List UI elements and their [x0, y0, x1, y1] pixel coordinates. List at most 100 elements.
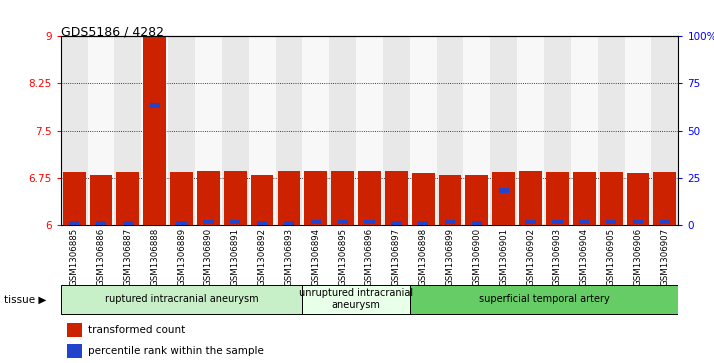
Bar [526, 220, 536, 224]
Bar [498, 188, 509, 193]
Text: GSM1306900: GSM1306900 [473, 228, 481, 286]
Bar [69, 221, 79, 225]
Bar [67, 344, 82, 358]
Text: superficial temporal artery: superficial temporal artery [478, 294, 610, 304]
FancyBboxPatch shape [302, 285, 410, 314]
Bar [472, 221, 482, 225]
Bar [544, 36, 571, 225]
Bar [141, 36, 168, 225]
Bar [573, 172, 595, 225]
Bar [625, 36, 651, 225]
Text: GSM1306888: GSM1306888 [150, 228, 159, 286]
Bar [356, 36, 383, 225]
Bar [96, 221, 106, 225]
Text: transformed count: transformed count [89, 325, 186, 335]
Bar [463, 36, 491, 225]
Bar [519, 171, 542, 225]
Bar [203, 220, 213, 224]
Text: GSM1306901: GSM1306901 [499, 228, 508, 286]
Bar [331, 171, 354, 225]
Bar [660, 220, 670, 224]
Bar [445, 220, 456, 224]
Bar [283, 221, 294, 225]
Bar [195, 36, 222, 225]
Bar [412, 174, 435, 225]
Text: GSM1306895: GSM1306895 [338, 228, 347, 286]
Text: GDS5186 / 4282: GDS5186 / 4282 [61, 25, 164, 38]
Text: unruptured intracranial
aneurysm: unruptured intracranial aneurysm [299, 288, 413, 310]
Bar [418, 221, 428, 225]
Bar [579, 220, 590, 224]
Text: GSM1306893: GSM1306893 [284, 228, 293, 286]
Bar [257, 221, 267, 225]
Text: GSM1306903: GSM1306903 [553, 228, 562, 286]
Text: GSM1306898: GSM1306898 [418, 228, 428, 286]
Text: GSM1306904: GSM1306904 [580, 228, 589, 286]
Bar [598, 36, 625, 225]
Bar [311, 220, 321, 224]
Text: GSM1306886: GSM1306886 [96, 228, 106, 286]
Bar [493, 172, 516, 225]
Bar [410, 36, 437, 225]
Bar [364, 220, 375, 224]
Bar [653, 172, 676, 225]
Bar [304, 171, 327, 225]
Bar [651, 36, 678, 225]
Bar [251, 175, 273, 225]
Bar [89, 175, 112, 225]
Text: GSM1306890: GSM1306890 [204, 228, 213, 286]
Bar [438, 175, 461, 225]
Bar [276, 36, 302, 225]
Bar [571, 36, 598, 225]
Bar [633, 220, 643, 224]
Bar [61, 36, 88, 225]
Bar [491, 36, 517, 225]
Bar [338, 220, 348, 224]
Text: GSM1306906: GSM1306906 [633, 228, 643, 286]
Bar [170, 172, 193, 225]
Text: GSM1306902: GSM1306902 [526, 228, 535, 286]
Bar [149, 103, 160, 108]
Bar [383, 36, 410, 225]
Bar [278, 171, 301, 225]
Bar [88, 36, 114, 225]
Bar [329, 36, 356, 225]
Text: GSM1306907: GSM1306907 [660, 228, 669, 286]
Bar [176, 221, 186, 225]
Text: GSM1306885: GSM1306885 [70, 228, 79, 286]
Bar [123, 221, 133, 225]
FancyBboxPatch shape [410, 285, 678, 314]
Text: GSM1306905: GSM1306905 [607, 228, 615, 286]
Bar [546, 172, 569, 225]
Bar [223, 171, 246, 225]
Bar [67, 323, 82, 337]
FancyBboxPatch shape [61, 285, 302, 314]
Text: GSM1306894: GSM1306894 [311, 228, 321, 286]
Text: GSM1306897: GSM1306897 [392, 228, 401, 286]
Bar [606, 220, 616, 224]
Bar [144, 36, 166, 225]
Bar [358, 171, 381, 225]
Text: GSM1306896: GSM1306896 [365, 228, 374, 286]
Bar [385, 171, 408, 225]
Bar [168, 36, 195, 225]
Bar [437, 36, 463, 225]
Text: ruptured intracranial aneurysm: ruptured intracranial aneurysm [105, 294, 258, 304]
Bar [116, 172, 139, 225]
Bar [627, 174, 650, 225]
Bar [248, 36, 276, 225]
Text: GSM1306892: GSM1306892 [258, 228, 266, 286]
Bar [391, 221, 401, 225]
Bar [553, 220, 563, 224]
Bar [63, 172, 86, 225]
Bar [114, 36, 141, 225]
Bar [517, 36, 544, 225]
Text: GSM1306887: GSM1306887 [124, 228, 132, 286]
Bar [230, 220, 241, 224]
Text: GSM1306891: GSM1306891 [231, 228, 240, 286]
Text: tissue ▶: tissue ▶ [4, 294, 46, 305]
Bar [600, 172, 623, 225]
Text: GSM1306899: GSM1306899 [446, 228, 455, 286]
Bar [197, 171, 220, 225]
Bar [466, 175, 488, 225]
